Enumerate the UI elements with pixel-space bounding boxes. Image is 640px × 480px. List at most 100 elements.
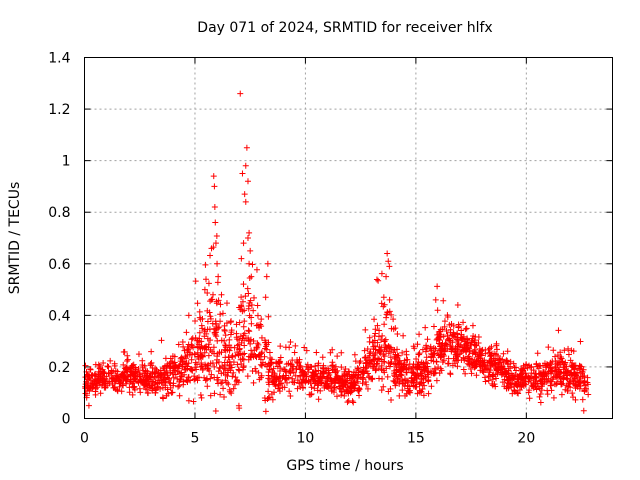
data-point [381, 358, 388, 365]
data-point [298, 380, 305, 387]
data-point [211, 325, 218, 332]
data-point [245, 327, 252, 334]
data-point [332, 363, 339, 370]
x-tick-label: 15 [407, 431, 425, 447]
data-point [137, 373, 144, 380]
data-point [204, 335, 211, 342]
data-point [261, 353, 268, 360]
data-point [238, 361, 245, 368]
data-point [225, 381, 232, 388]
data-point [462, 370, 469, 377]
data-point [577, 373, 584, 380]
data-point [153, 366, 160, 373]
y-tick-label: 0.2 [48, 360, 70, 376]
data-point [460, 333, 467, 340]
data-point [258, 334, 265, 341]
data-point [265, 360, 272, 367]
data-point [281, 384, 288, 391]
data-points [82, 90, 592, 415]
data-point [203, 375, 210, 382]
data-point [181, 358, 188, 365]
data-point [558, 381, 565, 388]
data-point [212, 219, 219, 226]
data-point [523, 361, 530, 368]
data-point [263, 273, 270, 280]
data-point [146, 373, 153, 380]
data-point [572, 381, 579, 388]
data-point [181, 347, 188, 354]
data-point [554, 360, 561, 367]
data-point [266, 381, 273, 388]
data-point [229, 352, 236, 359]
data-point [561, 347, 568, 354]
data-point [247, 247, 254, 254]
data-point [409, 364, 416, 371]
data-point [534, 363, 541, 370]
data-point [148, 359, 155, 366]
data-point [570, 363, 577, 370]
data-point [241, 350, 248, 357]
data-point [299, 367, 306, 374]
data-point [191, 376, 198, 383]
data-point [437, 351, 444, 358]
data-point [339, 383, 346, 390]
data-point [341, 392, 348, 399]
data-point [139, 357, 146, 364]
data-point [402, 377, 409, 384]
data-point [170, 360, 177, 367]
data-point [99, 378, 106, 385]
data-point [493, 367, 500, 374]
data-point [290, 369, 297, 376]
data-point [106, 378, 113, 385]
data-point [403, 390, 410, 397]
data-point [112, 386, 119, 393]
data-point [471, 364, 478, 371]
data-point [422, 324, 429, 331]
data-point [116, 377, 123, 384]
data-point [383, 314, 390, 321]
data-point [192, 318, 199, 325]
data-point [537, 377, 544, 384]
data-point [454, 363, 461, 370]
data-point [241, 307, 248, 314]
data-point [392, 382, 399, 389]
data-point [343, 388, 350, 395]
data-point [228, 390, 235, 397]
y-tick-label: 0.4 [48, 308, 70, 324]
data-point [209, 291, 216, 298]
data-point [360, 364, 367, 371]
data-point [384, 373, 391, 380]
data-point [369, 376, 376, 383]
data-point [111, 360, 118, 367]
data-point [550, 347, 557, 354]
data-point [471, 339, 478, 346]
data-point [233, 330, 240, 337]
data-point [194, 361, 201, 368]
data-point [367, 349, 374, 356]
data-point [127, 378, 134, 385]
data-point [537, 391, 544, 398]
data-point [371, 342, 378, 349]
data-point [291, 349, 298, 356]
data-point [507, 380, 514, 387]
data-point [383, 273, 390, 280]
data-point [473, 372, 480, 379]
data-point [349, 374, 356, 381]
data-point [413, 374, 420, 381]
data-point [247, 353, 254, 360]
data-point [92, 388, 99, 395]
data-point [540, 362, 547, 369]
data-point [432, 366, 439, 373]
data-point [416, 361, 423, 368]
data-point [410, 380, 417, 387]
data-point [349, 398, 356, 405]
data-point [193, 366, 200, 373]
data-point [397, 378, 404, 385]
data-point [460, 366, 467, 373]
data-point [255, 352, 262, 359]
data-point [266, 394, 273, 401]
data-point [399, 387, 406, 394]
data-point [243, 144, 250, 151]
data-point [97, 390, 104, 397]
data-point [235, 366, 242, 373]
